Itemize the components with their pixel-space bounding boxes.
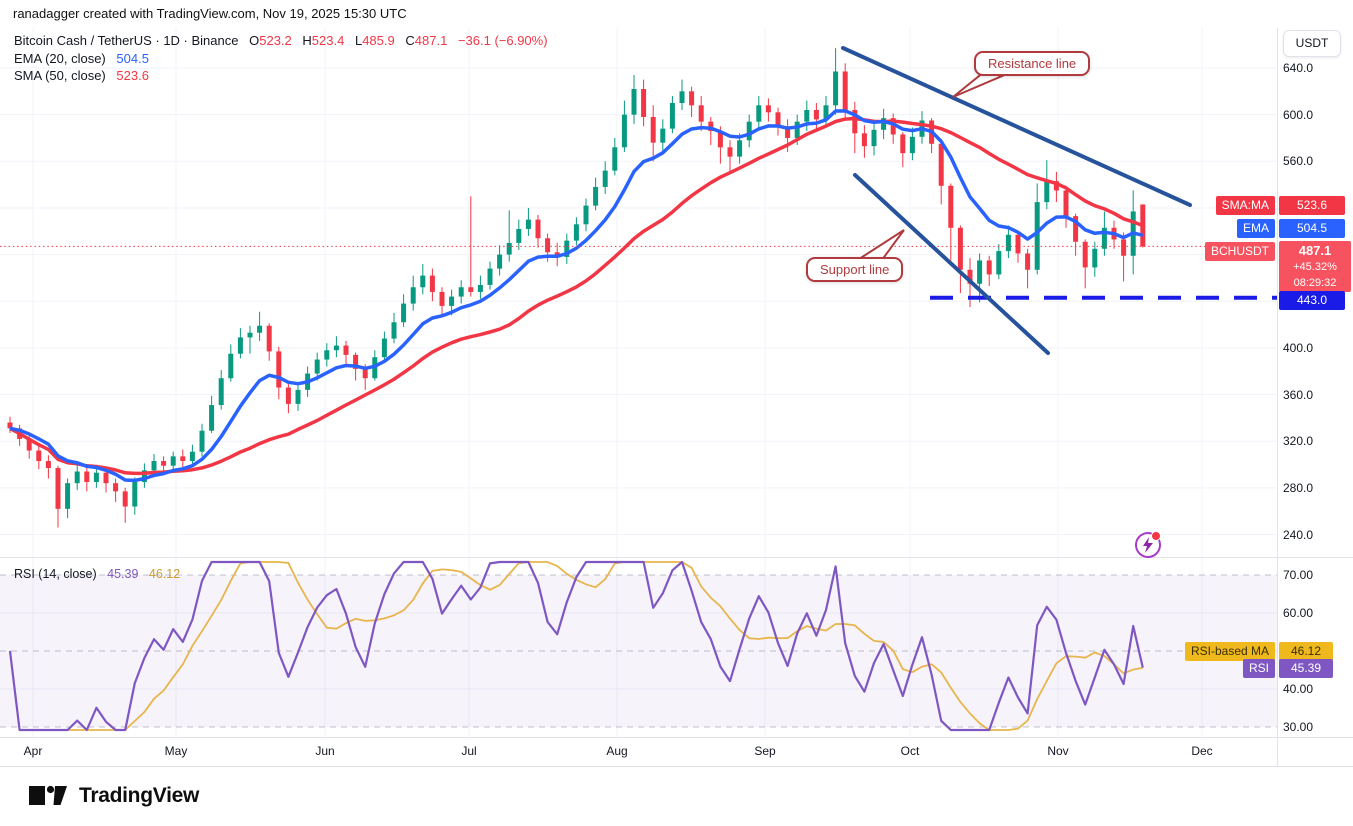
time-axis-label: May (164, 744, 188, 758)
rsi-value: 45.39 (107, 567, 139, 581)
sma-line[interactable] (9, 116, 1144, 476)
ohlc-close-label: C (405, 33, 415, 48)
ohlc-high-label: H (302, 33, 312, 48)
gridlines (0, 28, 1277, 737)
tradingview-logo[interactable]: TradingView (28, 782, 199, 810)
legend: Bitcoin Cash / TetherUS · 1D · Binance O… (14, 33, 548, 86)
resistance-line[interactable] (841, 46, 1192, 207)
time-axis-label: Sep (754, 744, 776, 758)
sma-badge-label[interactable]: SMA:MA (1215, 196, 1275, 215)
rsi-axis-label: 70.00 (1283, 568, 1314, 582)
rsi-badge-value[interactable]: 45.39 (1279, 659, 1333, 678)
tradingview-logo-mark (29, 785, 67, 805)
rsi-band (0, 575, 1277, 727)
price-axis-label: 640.0 (1283, 61, 1314, 75)
level-badge-value[interactable]: 443.0 (1279, 291, 1345, 310)
rsi-title: RSI (14, close) (14, 567, 97, 581)
ohlc-open-value: 523.2 (259, 33, 292, 48)
sma-value: 523.6 (116, 68, 149, 83)
price-axis-label: 320.0 (1283, 434, 1314, 449)
price-axis-label: 400.0 (1283, 340, 1314, 355)
last-price-badge[interactable]: 487.1 +45.32% 08:29:32 (1279, 241, 1351, 292)
notification-dot (1151, 531, 1161, 541)
ohlc-open-label: O (249, 33, 260, 48)
rsi-axis-label: 40.00 (1283, 682, 1314, 696)
credit-text: ranadagger created with TradingView.com,… (13, 6, 407, 21)
time-axis-label: Jun (315, 744, 335, 758)
legend-symbol-row[interactable]: Bitcoin Cash / TetherUS · 1D · Binance O… (14, 33, 548, 50)
tradingview-logo-text: TradingView (79, 784, 200, 807)
price-axis-label: 560.0 (1283, 154, 1314, 169)
ema-label: EMA (20, close) (14, 50, 106, 66)
legend-ema-row[interactable]: EMA (20, close) 504.5 (14, 51, 548, 68)
last-change-pct: +45.32% (1293, 261, 1337, 273)
rsi-ma-badge-value[interactable]: 46.12 (1279, 642, 1333, 661)
last-price: 487.1 (1298, 243, 1332, 258)
last-price-badge-label[interactable]: BCHUSDT (1204, 242, 1275, 261)
support-line[interactable] (853, 173, 1050, 355)
ohlc-high-value: 523.4 (311, 33, 345, 48)
symbol-title[interactable]: Bitcoin Cash / TetherUS · 1D · Binance (14, 33, 239, 48)
legend-sma-row[interactable]: SMA (50, close) 523.6 (14, 68, 548, 85)
sma-label: SMA (50, close) (14, 68, 106, 83)
ohlc-close-value: 487.1 (414, 33, 448, 48)
currency-toggle-button[interactable]: USDT (1283, 30, 1341, 57)
ema-badge-label[interactable]: EMA (1236, 219, 1275, 238)
time-axis-label: Oct (900, 744, 920, 758)
time-axis-label: Jul (461, 744, 477, 758)
lightning-bolt-icon (1143, 537, 1153, 553)
candlestick-series[interactable] (7, 48, 1146, 528)
rsi-axis-label: 60.00 (1283, 606, 1314, 620)
rsi-legend[interactable]: RSI (14, close) 45.39 46.12 (14, 567, 180, 581)
support-callout[interactable]: Support line (806, 257, 904, 282)
rsi-line[interactable] (8, 560, 1144, 732)
sma-badge-value[interactable]: 523.6 (1279, 196, 1345, 215)
rsi-ma-badge-label[interactable]: RSI-based MA (1184, 642, 1275, 661)
change-value: −36.1 (−6.90%) (457, 33, 548, 48)
ema-line[interactable] (9, 109, 1144, 483)
price-axis-label: 280.0 (1283, 480, 1314, 495)
time-axis-label: Apr (23, 744, 43, 758)
price-axis-label: 240.0 (1283, 527, 1314, 542)
time-axis-label: Nov (1047, 744, 1069, 758)
price-axis-label: 600.0 (1283, 107, 1314, 122)
ohlc-low-value: 485.9 (362, 33, 395, 48)
resistance-callout[interactable]: Resistance line (974, 51, 1091, 76)
price-axis-label: 360.0 (1283, 387, 1314, 402)
flash-icon[interactable] (1135, 531, 1161, 558)
time-axis-label: Dec (1191, 744, 1213, 758)
ohlc-low-label: L (354, 33, 363, 48)
rsi-ma-value: 46.12 (148, 567, 181, 581)
time-axis-label: Aug (606, 744, 628, 758)
rsi-axis-label: 30.00 (1283, 720, 1314, 734)
bar-countdown: 08:29:32 (1293, 277, 1337, 289)
ema-badge-value[interactable]: 504.5 (1279, 219, 1345, 238)
ema-value: 504.5 (116, 50, 149, 66)
rsi-badge-label[interactable]: RSI (1242, 659, 1275, 678)
